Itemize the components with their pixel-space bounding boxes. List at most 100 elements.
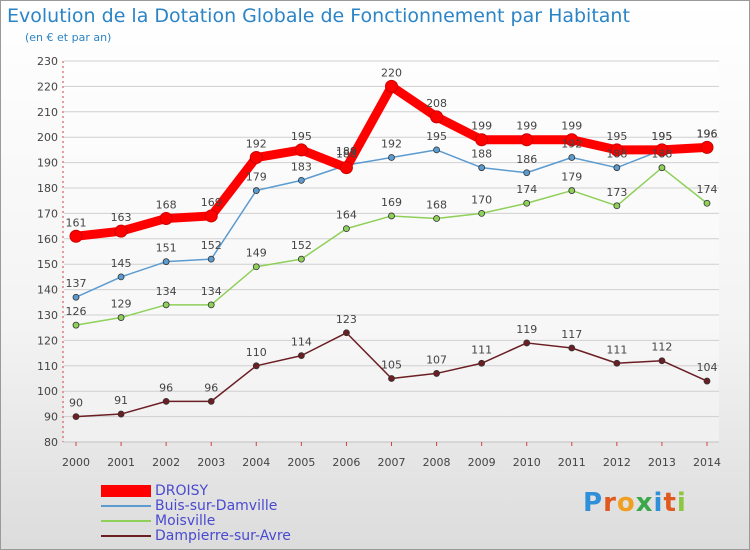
logo-letter: x [635, 488, 654, 518]
data-point [162, 301, 170, 309]
data-label: 145 [111, 257, 132, 270]
y-tick-label: 170 [37, 207, 58, 220]
data-label: 96 [159, 381, 173, 394]
x-tick-label: 2001 [107, 456, 135, 469]
x-tick-label: 2010 [513, 456, 541, 469]
legend-swatch [101, 505, 151, 507]
x-tick-label: 2011 [558, 456, 586, 469]
data-label: 129 [111, 298, 132, 311]
data-point [703, 199, 711, 207]
data-label: 208 [426, 97, 447, 110]
data-label: 192 [246, 138, 267, 151]
data-label: 151 [156, 242, 177, 255]
data-point [433, 215, 440, 222]
legend-label: Buis-sur-Damville [155, 498, 278, 514]
x-tick-label: 2012 [603, 456, 631, 469]
data-point [207, 301, 215, 309]
data-label: 188 [606, 148, 627, 161]
data-label: 196 [697, 127, 718, 140]
data-point [523, 339, 531, 347]
data-label: 111 [606, 343, 627, 356]
data-label: 117 [561, 328, 582, 341]
data-point [475, 133, 489, 147]
data-label: 188 [471, 148, 492, 161]
data-label: 195 [291, 130, 312, 143]
legend-label: Dampierre-sur-Avre [155, 528, 291, 544]
data-label: 119 [516, 323, 537, 336]
data-point [613, 202, 621, 210]
data-point [72, 413, 80, 421]
data-point [568, 344, 576, 352]
data-point [703, 377, 711, 385]
y-tick-label: 160 [37, 233, 58, 246]
data-label: 188 [336, 148, 357, 161]
y-tick-label: 100 [37, 385, 58, 398]
data-point [204, 209, 218, 223]
data-label: 107 [426, 353, 447, 366]
y-tick-label: 230 [37, 55, 58, 68]
data-point [72, 321, 80, 329]
data-point [610, 143, 624, 157]
data-point [613, 359, 621, 367]
data-label: 195 [426, 130, 447, 143]
data-point [207, 255, 215, 263]
data-point [523, 169, 531, 177]
legend-swatch [101, 485, 151, 497]
y-tick-label: 120 [37, 334, 58, 347]
line-chart: 8090100110120130140150160170180190200210… [37, 55, 721, 469]
data-point [388, 375, 395, 382]
legend-swatch [101, 535, 151, 537]
data-label: 114 [291, 336, 312, 349]
data-label: 199 [516, 120, 537, 133]
y-tick-label: 220 [37, 80, 58, 93]
data-label: 174 [516, 183, 537, 196]
logo-letter: P [583, 488, 604, 518]
legend-swatch [101, 520, 151, 522]
data-label: 111 [471, 343, 492, 356]
y-tick-label: 110 [37, 360, 58, 373]
data-label: 134 [156, 285, 177, 298]
data-point [69, 229, 83, 243]
x-tick-label: 2007 [378, 456, 406, 469]
data-point [613, 164, 621, 172]
y-tick-label: 180 [37, 182, 58, 195]
data-point [343, 225, 350, 233]
data-point [297, 352, 305, 360]
data-label: 96 [204, 381, 218, 394]
data-label: 186 [516, 153, 537, 166]
data-point [478, 359, 486, 367]
data-point [658, 164, 666, 172]
legend-label: DROISY [155, 483, 209, 499]
data-point [297, 255, 305, 263]
data-label: 174 [697, 183, 718, 196]
data-point [159, 211, 173, 225]
data-point [72, 293, 80, 301]
y-tick-label: 190 [37, 157, 58, 170]
data-point [252, 362, 260, 370]
data-point [430, 110, 444, 124]
data-point [294, 143, 308, 157]
data-label: 170 [471, 193, 492, 206]
data-point [388, 212, 395, 220]
chart-subtitle: (en € et par an) [25, 31, 112, 44]
data-point [249, 151, 263, 165]
data-label: 195 [606, 130, 627, 143]
logo-letter: o [616, 488, 636, 518]
data-label: 183 [291, 160, 312, 173]
data-point [700, 140, 714, 154]
data-label: 173 [606, 186, 627, 199]
data-label: 112 [651, 341, 672, 354]
data-point [658, 357, 666, 365]
data-point [388, 154, 395, 161]
data-point [433, 370, 440, 377]
data-label: 195 [651, 130, 672, 143]
data-label: 90 [69, 397, 83, 410]
data-label: 163 [111, 211, 132, 224]
x-tick-label: 2014 [693, 456, 721, 469]
chart-title: Evolution de la Dotation Globale de Fonc… [7, 5, 630, 27]
data-point [565, 133, 579, 147]
data-point [117, 273, 125, 281]
x-tick-label: 2013 [648, 456, 676, 469]
data-point [162, 258, 170, 266]
